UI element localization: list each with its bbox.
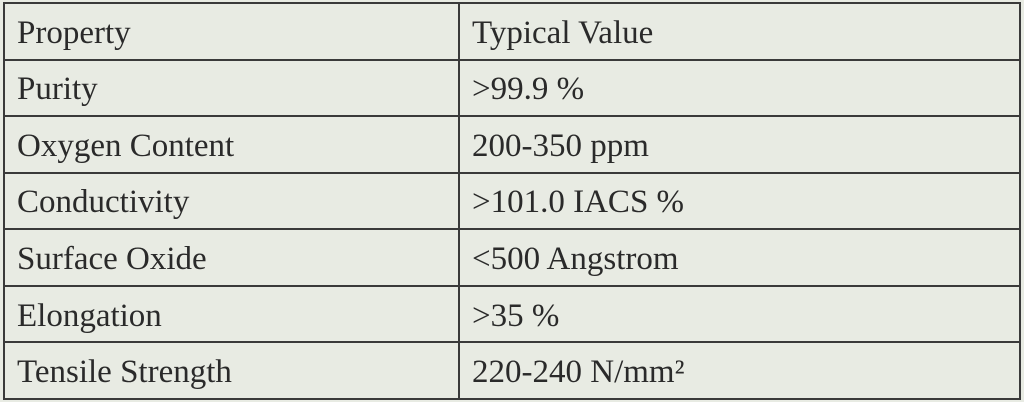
- value-cell: >99.9 %: [458, 58, 1021, 118]
- table-row: Purity >99.9 %: [3, 58, 1021, 118]
- value-cell: >35 %: [458, 284, 1021, 344]
- value-cell: 220-240 N/mm²: [458, 341, 1021, 400]
- value-cell: <500 Angstrom: [458, 228, 1021, 287]
- property-cell: Elongation: [3, 284, 460, 344]
- table-row: Tensile Strength 220-240 N/mm²: [3, 341, 1021, 400]
- table-row: Conductivity >101.0 IACS %: [3, 171, 1021, 231]
- table-container: Property Typical Value Purity >99.9 % Oxygen…: [3, 2, 1021, 400]
- header-row: Property Typical Value: [3, 2, 1021, 61]
- property-table: Property Typical Value Purity >99.9 % Oxygen…: [3, 2, 1021, 400]
- table-row: Oxygen Content 200-350 ppm: [3, 115, 1021, 174]
- header-cell: Property: [3, 2, 460, 61]
- table-row: Elongation >35 %: [3, 284, 1021, 344]
- property-cell: Surface Oxide: [3, 228, 460, 287]
- table-body: Property Typical Value Purity >99.9 % Oxygen…: [3, 2, 1021, 400]
- property-cell: Tensile Strength: [3, 341, 460, 400]
- value-cell: 200-350 ppm: [458, 115, 1021, 174]
- property-cell: Oxygen Content: [3, 115, 460, 174]
- property-cell: Purity: [3, 58, 460, 118]
- property-cell: Conductivity: [3, 171, 460, 231]
- header-cell: Typical Value: [458, 2, 1021, 61]
- value-cell: >101.0 IACS %: [458, 171, 1021, 231]
- table-row: Surface Oxide <500 Angstrom: [3, 228, 1021, 287]
